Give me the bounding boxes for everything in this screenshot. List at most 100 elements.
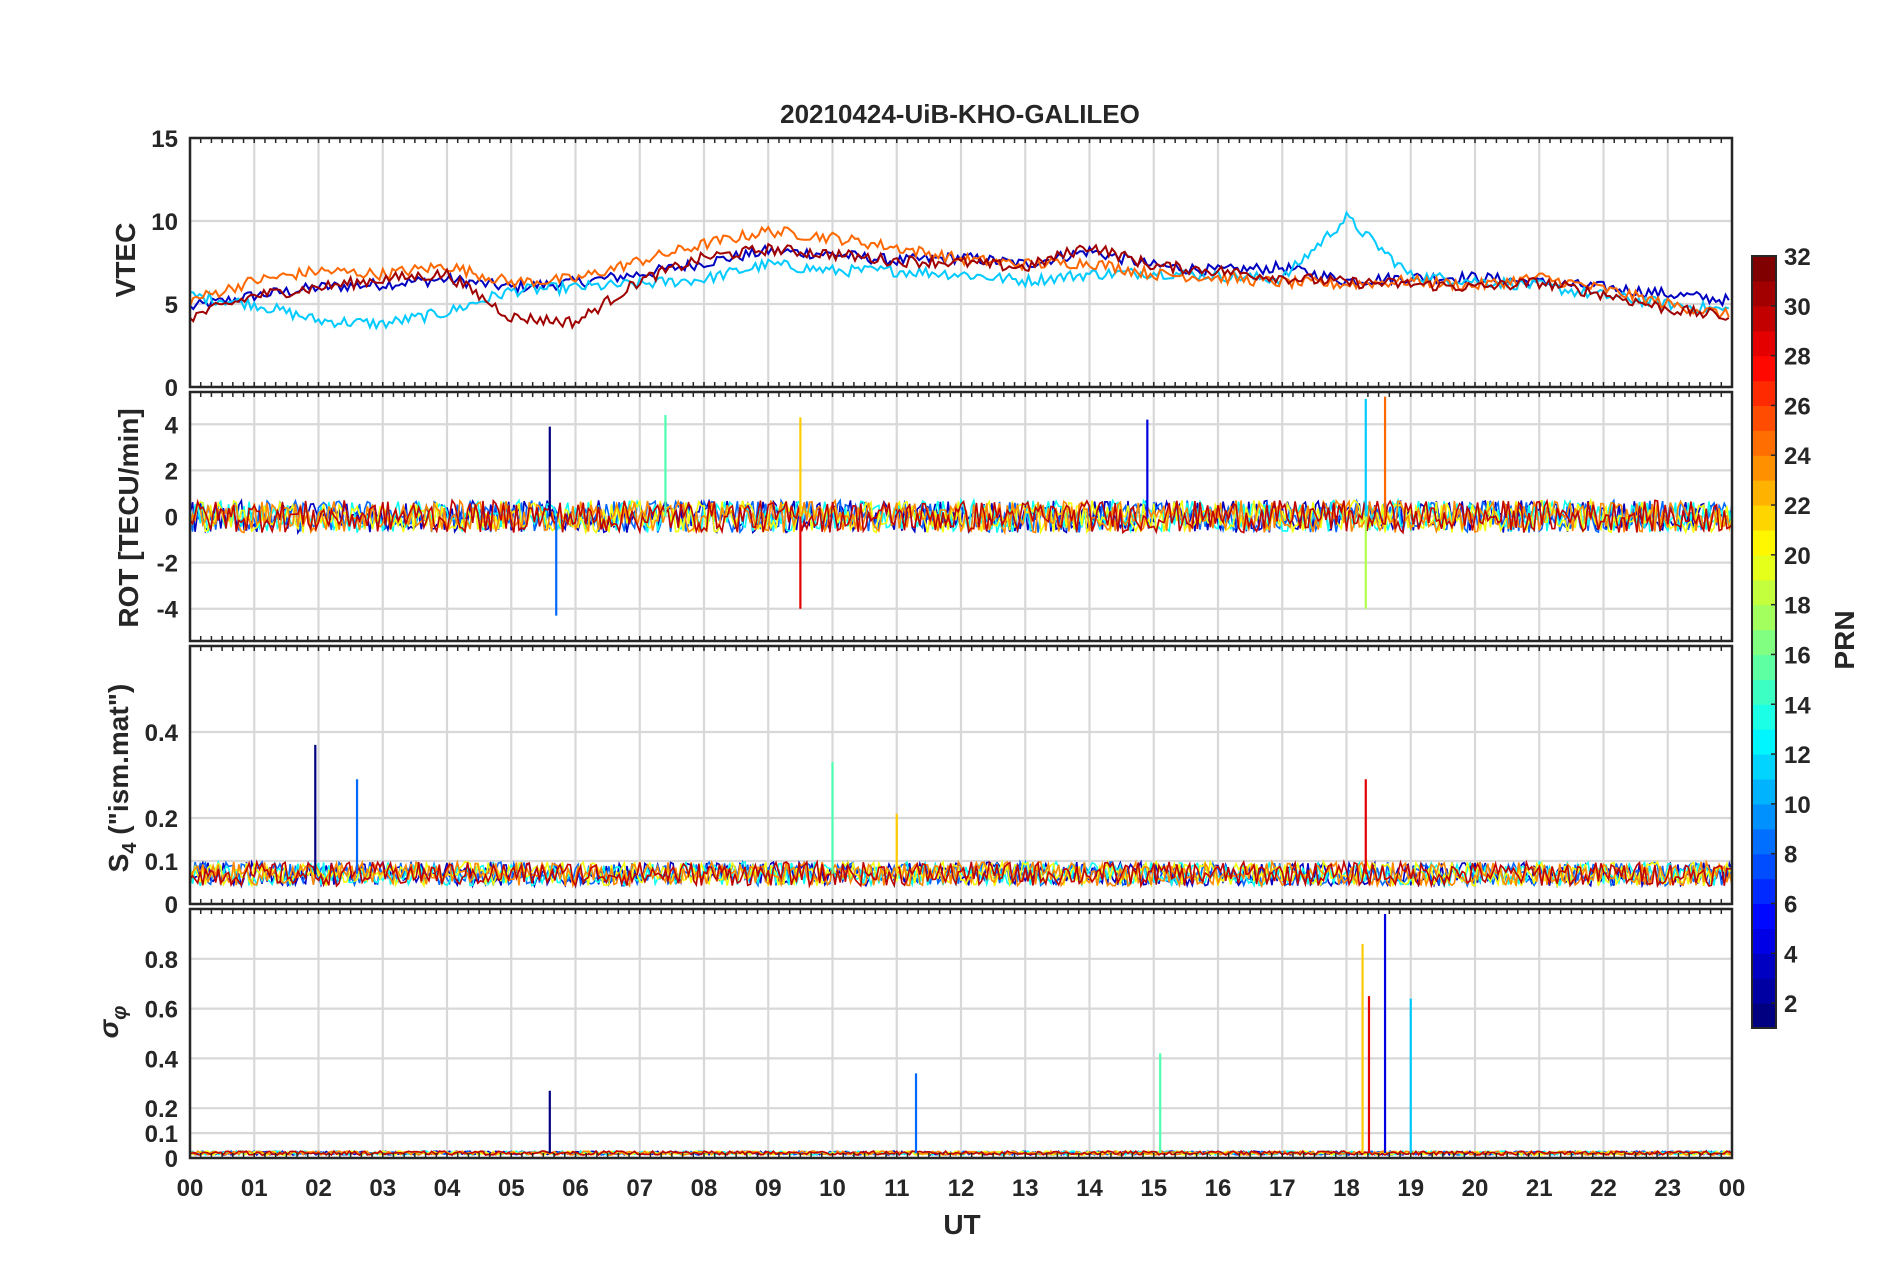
vtec-trace-prn-31: [189, 242, 1730, 330]
colorbar-segment: [1752, 778, 1776, 805]
x-tick-label: 08: [691, 1175, 718, 1202]
colorbar-segment: [1752, 380, 1776, 407]
panel-s4: 0 0.1 0.2 0.4: [145, 644, 1734, 919]
y-tick-label: 0.1: [145, 1121, 178, 1148]
x-tick-label: 02: [305, 1175, 332, 1202]
y-label-s4-sub: 4: [119, 842, 141, 854]
rot-trace-prn-30: [189, 498, 1733, 535]
x-tick-label: 05: [498, 1175, 525, 1202]
colorbar-segment: [1752, 704, 1776, 730]
colorbar-tick-label: 12: [1784, 742, 1811, 769]
y-label-s4-rest: ("ism.mat"): [103, 684, 134, 843]
x-tick-label: 06: [562, 1175, 589, 1202]
colorbar-segment: [1752, 280, 1776, 307]
x-tick-label: 07: [626, 1175, 653, 1202]
y-label-s4-main: S: [103, 854, 134, 873]
plot-frame-vtec: [188, 136, 1734, 389]
series-vtec: [189, 210, 1730, 331]
x-tick-label: 16: [1205, 1175, 1232, 1202]
colorbar-segment: [1752, 330, 1776, 357]
colorbar-segment: [1752, 729, 1776, 755]
colorbar-label: PRN: [1829, 610, 1860, 669]
colorbar-segment: [1752, 305, 1776, 332]
vtec-trace-prn-11: [189, 210, 1730, 331]
x-tick-label: 22: [1590, 1175, 1617, 1202]
colorbar-tick-label: 32: [1784, 244, 1811, 271]
y-tick-label: 4: [165, 412, 179, 439]
y-label-s4: S4 ("ism.mat"): [103, 684, 141, 873]
s4-trace-prn-3: [189, 859, 1733, 889]
colorbar-tick-label: 20: [1784, 543, 1811, 570]
colorbar-segment: [1752, 679, 1776, 705]
colorbar-segment: [1752, 405, 1776, 431]
x-tick-label: 12: [948, 1175, 975, 1202]
colorbar-segment: [1752, 579, 1776, 606]
x-tick-label: 04: [434, 1175, 461, 1202]
colorbar-tick-label: 14: [1784, 692, 1811, 719]
colorbar-segment: [1752, 455, 1776, 481]
s4-trace-prn-30: [189, 859, 1733, 889]
y-tick-label: 0: [165, 1146, 178, 1173]
x-tick-label: 18: [1333, 1175, 1360, 1202]
x-tick-label: 13: [1012, 1175, 1039, 1202]
colorbar-segment: [1752, 953, 1776, 979]
x-axis: 00 01 02 03 04 05 06 07 08 09 10 11 12 13 14 15 16 17 18 19…: [177, 1175, 1746, 1202]
x-tick-label: 09: [755, 1175, 782, 1202]
y-tick-label: 0.2: [145, 1096, 178, 1123]
series-rot: [189, 396, 1733, 616]
colorbar-segment: [1752, 654, 1776, 680]
colorbar-tick-label: 16: [1784, 642, 1811, 669]
x-axis-label: UT: [943, 1209, 980, 1240]
plot-frame-rot: [188, 390, 1734, 643]
x-tick-label: 11: [884, 1175, 909, 1202]
y-tick-label: 10: [151, 209, 178, 236]
x-tick-label: 14: [1076, 1175, 1103, 1202]
colorbar-tick-label: 8: [1784, 842, 1797, 869]
colorbar-tick-label: 24: [1784, 443, 1811, 470]
plot-frame-s4: [188, 644, 1734, 906]
y-label-sigma: σφ: [93, 1006, 131, 1039]
panel-sigma: 00.10.2 0.4 0.6 0.8: [145, 907, 1734, 1173]
colorbar-tick-label: 30: [1784, 294, 1811, 321]
y-tick-label: 0: [165, 375, 178, 402]
colorbar-tick-label: 26: [1784, 393, 1811, 420]
colorbar-segment: [1752, 355, 1776, 382]
colorbar-segment: [1752, 903, 1776, 929]
colorbar-segment: [1752, 754, 1776, 780]
s4-trace-prn-13: [189, 859, 1733, 889]
s4-trace-prn-24: [189, 858, 1733, 889]
colorbar-tick-label: 18: [1784, 593, 1811, 620]
colorbar-segment: [1752, 928, 1776, 954]
colorbar-frame: [1751, 255, 1777, 1029]
colorbar-segment: [1752, 480, 1776, 506]
x-tick-label: 15: [1140, 1175, 1167, 1202]
colorbar-tick-label: 4: [1784, 941, 1798, 968]
colorbar-segment: [1752, 878, 1776, 905]
y-tick-label: 0.6: [145, 997, 178, 1024]
x-tick-label: 01: [241, 1175, 268, 1202]
y-tick-label: 5: [165, 292, 178, 319]
colorbar-tick-label: 6: [1784, 891, 1797, 918]
colorbar-segment: [1752, 505, 1776, 531]
colorbar-segment: [1752, 828, 1776, 855]
x-tick-label: 19: [1397, 1175, 1424, 1202]
panel-vtec: 0 5 10 15: [151, 126, 1734, 402]
x-tick-label: 03: [369, 1175, 396, 1202]
rot-trace-prn-8: [189, 498, 1733, 535]
y-tick-label: 0.1: [145, 849, 178, 876]
series-s4: [189, 744, 1733, 889]
y-label-sigma-main: σ: [93, 1018, 124, 1038]
colorbar-tick-label: 2: [1784, 991, 1797, 1018]
x-tick-label: 23: [1654, 1175, 1681, 1202]
x-tick-label: 17: [1269, 1175, 1296, 1202]
x-tick-label: 00: [1719, 1175, 1746, 1202]
colorbar-segment: [1752, 629, 1776, 656]
y-tick-label: -2: [157, 551, 178, 578]
x-tick-label: 10: [819, 1175, 846, 1202]
colorbar-tick-label: 22: [1784, 493, 1811, 520]
x-tick-label: 20: [1462, 1175, 1489, 1202]
colorbar-segment: [1752, 430, 1776, 456]
y-tick-label: 0: [165, 892, 178, 919]
